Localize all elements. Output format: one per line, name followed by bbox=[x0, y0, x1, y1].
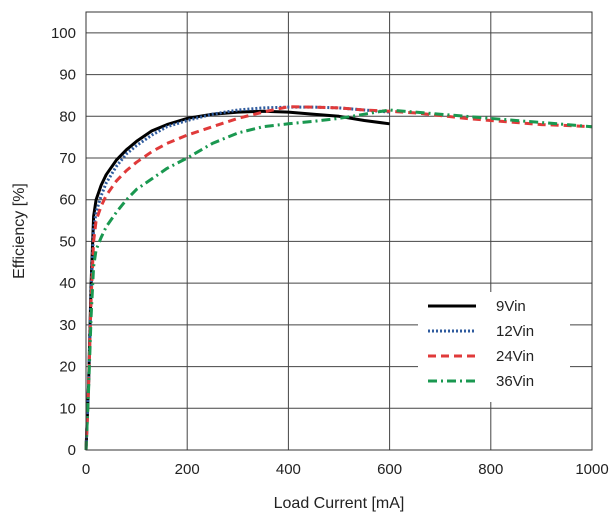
y-tick-label: 100 bbox=[51, 25, 76, 42]
y-tick-label: 50 bbox=[59, 233, 76, 250]
plot-frame bbox=[85, 11, 593, 451]
legend-label-12vin: 12Vin bbox=[496, 323, 534, 340]
legend-box bbox=[418, 292, 570, 402]
y-tick-label: 90 bbox=[59, 67, 76, 84]
y-tick-label: 30 bbox=[59, 317, 76, 334]
y-tick-label: 60 bbox=[59, 192, 76, 209]
y-tick-label: 20 bbox=[59, 359, 76, 376]
y-tick-label: 70 bbox=[59, 150, 76, 167]
x-tick-label: 0 bbox=[82, 461, 90, 478]
legend-label-24vin: 24Vin bbox=[496, 348, 534, 365]
series-layer bbox=[84, 105, 593, 451]
x-tick-labels: 0 200 400 600 800 1000 bbox=[82, 461, 609, 478]
x-axis-label: Load Current [mA] bbox=[274, 495, 405, 512]
legend-label-36vin: 36Vin bbox=[496, 373, 534, 390]
legend: 9Vin 12Vin 24Vin 36Vin bbox=[418, 292, 570, 402]
legend-label-9vin: 9Vin bbox=[496, 298, 526, 315]
y-axis-label: Efficiency [%] bbox=[11, 183, 28, 279]
x-tick-label: 200 bbox=[175, 461, 200, 478]
x-tick-label: 1000 bbox=[575, 461, 608, 478]
x-tick-label: 600 bbox=[377, 461, 402, 478]
x-tick-label: 400 bbox=[276, 461, 301, 478]
series-line-36vin bbox=[84, 108, 593, 451]
y-tick-label: 40 bbox=[59, 275, 76, 292]
y-tick-label: 80 bbox=[59, 108, 76, 125]
y-tick-label: 10 bbox=[59, 400, 76, 417]
series-line-9vin bbox=[84, 109, 390, 451]
x-tick-label: 800 bbox=[478, 461, 503, 478]
y-tick-label: 0 bbox=[68, 442, 76, 459]
series-line-24vin bbox=[84, 105, 593, 451]
y-tick-labels: 0 10 20 30 40 50 60 70 80 90 100 bbox=[51, 25, 76, 459]
